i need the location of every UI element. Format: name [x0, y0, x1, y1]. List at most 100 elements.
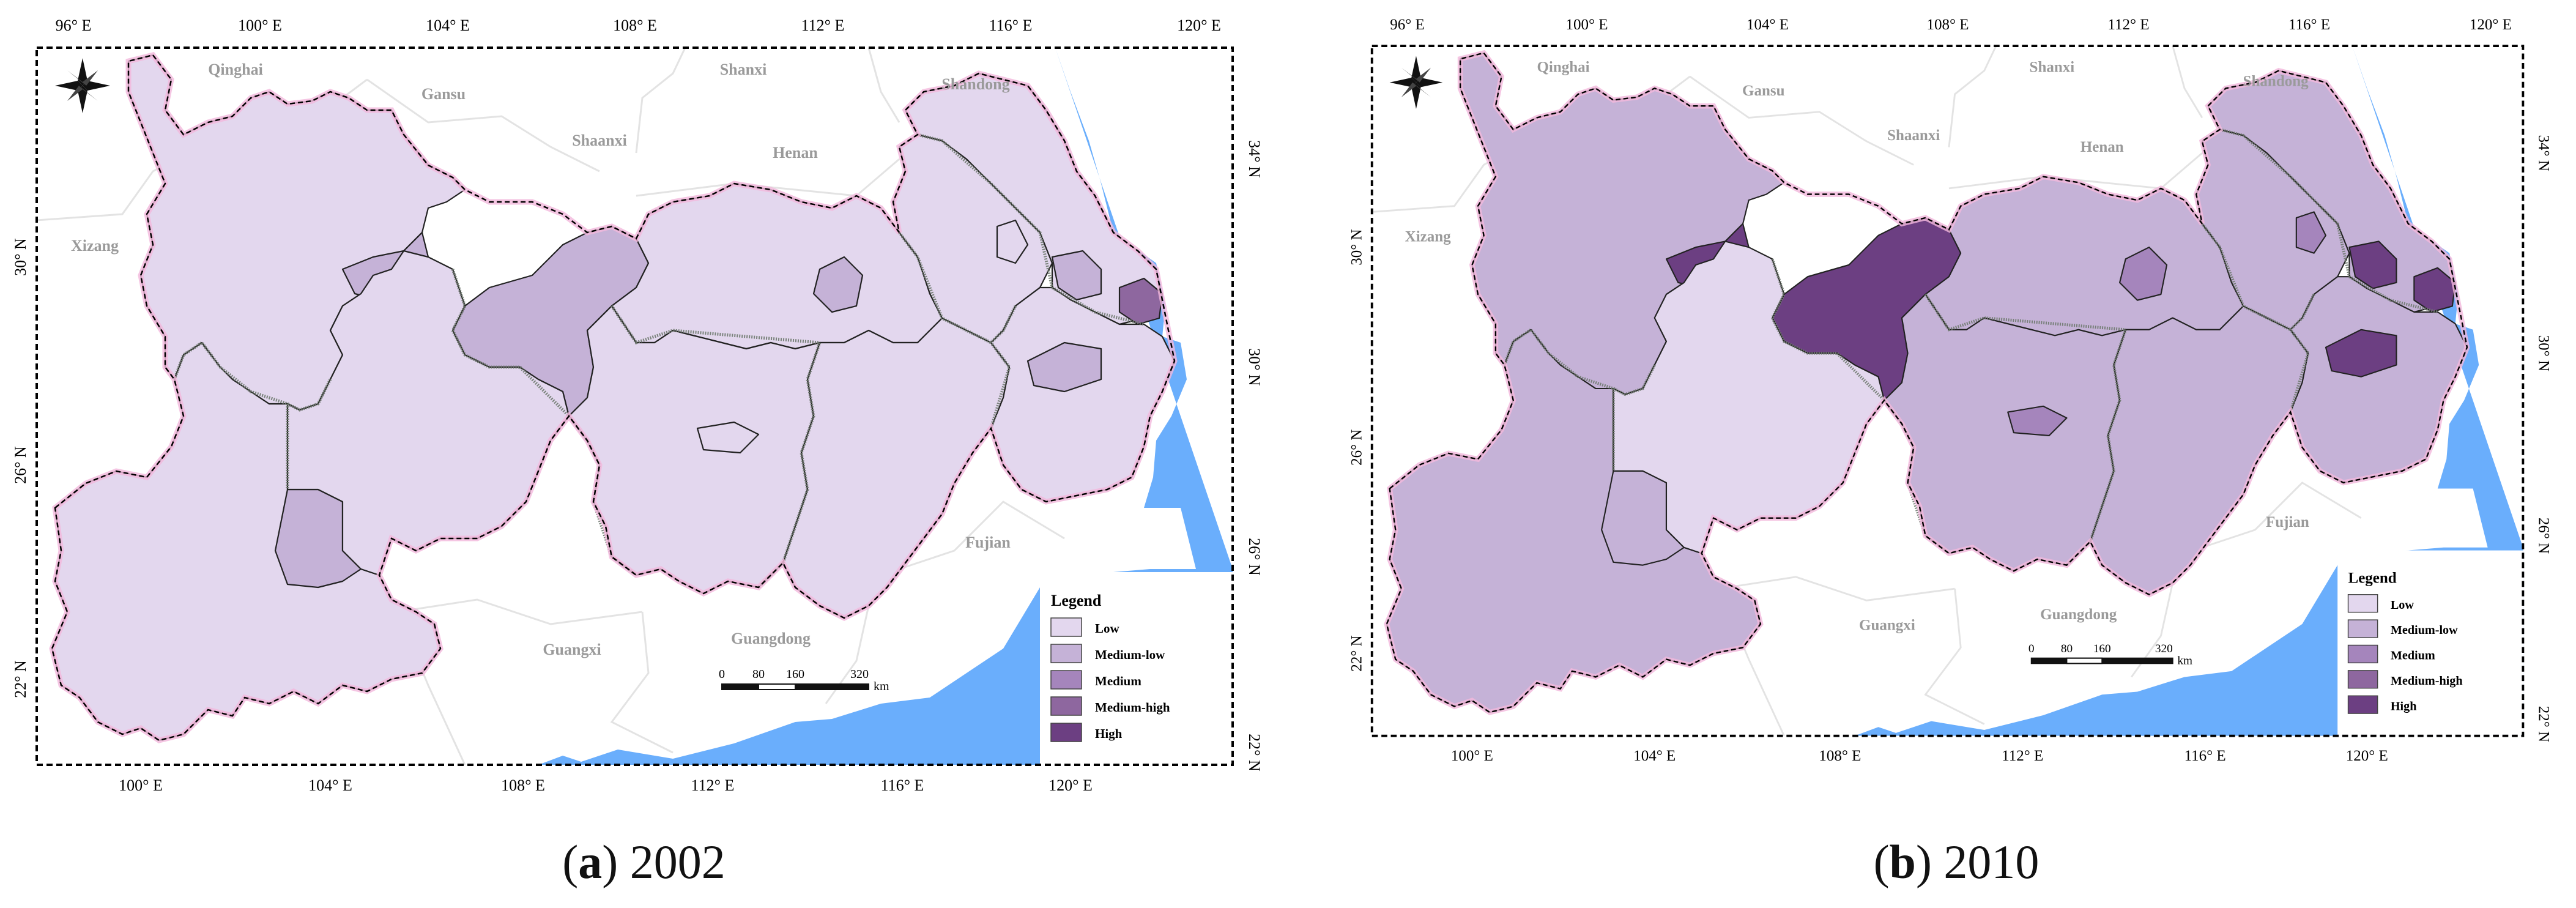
top-tick-120-b: 120° E [2470, 17, 2512, 33]
legend-b: Legend Low Medium-low Medium Medium-high [2337, 550, 2523, 736]
legend-item-medium-high-b: Medium-high [2347, 670, 2463, 689]
bottom-tick-116-b: 116° E [2184, 748, 2226, 764]
caption-letter-b: b [1889, 835, 1916, 888]
label-qinghai: Qinghai [208, 61, 263, 78]
top-tick-96: 96° E [56, 17, 92, 34]
caption-letter-a: a [578, 835, 603, 888]
scale-label-80-b: 80 [2061, 642, 2073, 655]
left-tick-22: 22° N [12, 660, 29, 698]
label-guangdong-b: Guangdong [2040, 606, 2117, 623]
legend-title-b: Legend [2348, 570, 2397, 587]
legend-label-medium-low-b: Medium-low [2391, 623, 2458, 637]
scale-label-0-b: 0 [2029, 642, 2035, 655]
map-svg-b-holder: Qinghai Gansu Shaanxi Shanxi Henan Shand… [1337, 0, 2576, 780]
left-tick-30: 30° N [12, 238, 29, 276]
bottom-tick-112-b: 112° E [2002, 748, 2043, 764]
label-shaanxi: Shaanxi [572, 132, 627, 149]
caption-year-b: 2010 [1943, 835, 2040, 888]
bottom-tick-108: 108° E [501, 776, 545, 794]
top-lon-ticks-b: 96° E 100° E 104° E 108° E 112° E 116° E… [1390, 17, 2512, 33]
north-arrow-icon [55, 58, 110, 113]
map-frame-border-b [1370, 45, 2525, 737]
right-tick-26: 26° N [1245, 538, 1263, 576]
region-hunan-patch [696, 421, 760, 454]
top-tick-108-b: 108° E [1927, 17, 1969, 33]
legend-label-medium: Medium [1095, 674, 1141, 688]
region-hubei-patch [812, 256, 864, 313]
legend-item-medium-low-b: Medium-low [2347, 619, 2458, 638]
legend-item-low-b: Low [2347, 594, 2415, 613]
left-lat-ticks: 30° N 26° N 22° N [12, 238, 29, 698]
label-shandong-b: Shandong [2243, 73, 2309, 89]
legend-item-low: Low [1050, 617, 1120, 637]
label-fujian-b: Fujian [2266, 514, 2309, 530]
top-lon-ticks: 96° E 100° E 104° E 108° E 112° E 116° E… [56, 17, 1221, 34]
bottom-tick-100: 100° E [119, 776, 163, 794]
region-shanghai [1118, 277, 1164, 326]
top-tick-112-b: 112° E [2107, 17, 2149, 33]
label-shanxi: Shanxi [720, 61, 767, 78]
region-anhui-patch-b [2295, 211, 2327, 254]
region-zhejiang-patch-b [2325, 329, 2397, 378]
left-lat-ticks-b: 30° N 26° N 22° N [1348, 229, 1365, 671]
legend-item-high-b: High [2347, 695, 2417, 714]
caption-a: (a) 2002 [562, 835, 726, 888]
legend-label-medium-low: Medium-low [1095, 647, 1165, 662]
left-tick-26-b: 26° N [1348, 430, 1365, 466]
legend-label-low: Low [1095, 621, 1120, 636]
bottom-tick-120-b: 120° E [2346, 748, 2388, 764]
region-hunan-patch-b [2007, 405, 2068, 437]
scale-bar-b: 0 80 160 320 km [2029, 642, 2192, 667]
label-shandong: Shandong [941, 75, 1009, 93]
bottom-tick-108-b: 108° E [1819, 748, 1861, 764]
legend-item-medium: Medium [1050, 670, 1141, 690]
top-tick-120: 120° E [1177, 17, 1221, 34]
label-shaanxi-b: Shaanxi [1887, 127, 1940, 144]
label-henan-b: Henan [2080, 139, 2124, 155]
region-jiangsu-patch-b [2348, 240, 2397, 289]
top-tick-104: 104° E [426, 17, 470, 34]
study-area-outline-dash [51, 54, 1176, 742]
legend-label-medium-high-b: Medium-high [2391, 674, 2463, 688]
scale-label-320-b: 320 [2155, 642, 2173, 655]
right-lat-ticks: 34° N 30° N 26° N 22° N [1245, 140, 1263, 772]
right-tick-30: 30° N [1245, 348, 1263, 386]
legend-item-medium-low: Medium-low [1050, 644, 1165, 663]
bottom-lon-ticks-b: 100° E 104° E 108° E 112° E 116° E 120° … [1451, 748, 2388, 764]
region-hubei-patch-b [2119, 247, 2168, 301]
north-arrow-icon-b [1389, 56, 1443, 109]
scale-label-160: 160 [786, 668, 804, 681]
legend-label-low-b: Low [2391, 598, 2415, 612]
scale-label-160-b: 160 [2093, 642, 2111, 655]
label-qinghai-b: Qinghai [1537, 59, 1589, 75]
left-tick-26: 26° N [12, 446, 29, 484]
label-gansu: Gansu [421, 85, 466, 103]
right-tick-26-b: 26° N [2535, 518, 2552, 554]
left-tick-22-b: 22° N [1348, 635, 1365, 671]
legend-label-medium-high: Medium-high [1095, 700, 1170, 715]
bottom-tick-116: 116° E [881, 776, 924, 794]
bottom-tick-104: 104° E [308, 776, 352, 794]
bottom-tick-104-b: 104° E [1633, 748, 1676, 764]
scale-label-0: 0 [719, 668, 725, 681]
bottom-tick-112: 112° E [691, 776, 735, 794]
legend-title: Legend [1051, 592, 1102, 609]
right-tick-34: 34° N [1245, 140, 1263, 178]
legend-label-high-b: High [2391, 699, 2417, 713]
scale-bar: 0 80 160 320 km [719, 668, 889, 693]
top-tick-108: 108° E [613, 17, 657, 34]
label-shanxi-b: Shanxi [2030, 59, 2075, 75]
caption-b: (b) 2010 [1873, 835, 2040, 888]
label-xizang: Xizang [71, 237, 119, 255]
top-tick-104-b: 104° E [1746, 17, 1789, 33]
top-tick-112: 112° E [801, 17, 845, 34]
study-area-outline-dash-b [1386, 52, 2468, 713]
right-tick-22-b: 22° N [2535, 706, 2552, 742]
top-tick-116-b: 116° E [2288, 17, 2330, 33]
region-anhui-patch [996, 219, 1029, 264]
top-tick-96-b: 96° E [1390, 17, 1425, 33]
label-gansu-b: Gansu [1742, 83, 1785, 99]
legend-label-high: High [1095, 726, 1123, 741]
legend-item-medium-high: Medium-high [1050, 696, 1170, 716]
label-xizang-b: Xizang [1405, 228, 1452, 245]
